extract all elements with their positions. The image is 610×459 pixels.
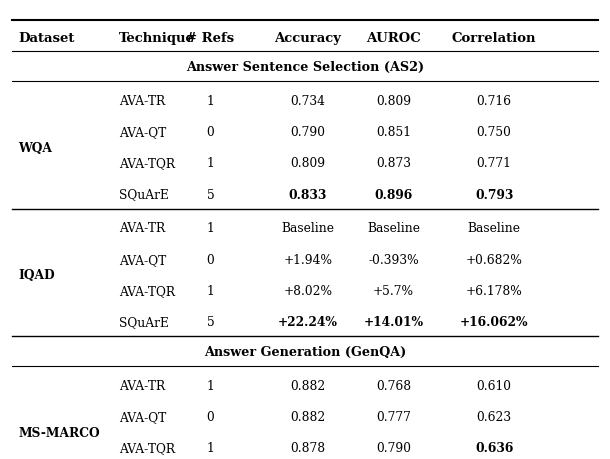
Text: 0.793: 0.793: [475, 188, 513, 201]
Text: 1: 1: [207, 442, 214, 454]
Text: 0.809: 0.809: [290, 157, 326, 170]
Text: IQAD: IQAD: [18, 269, 55, 282]
Text: AVA-QT: AVA-QT: [119, 410, 166, 423]
Text: +5.7%: +5.7%: [373, 284, 414, 297]
Text: Accuracy: Accuracy: [274, 32, 342, 45]
Text: 0.896: 0.896: [375, 188, 412, 201]
Text: 0: 0: [207, 126, 214, 139]
Text: 0.750: 0.750: [476, 126, 512, 139]
Text: Answer Generation (GenQA): Answer Generation (GenQA): [204, 346, 406, 358]
Text: Answer Sentence Selection (AS2): Answer Sentence Selection (AS2): [186, 61, 424, 74]
Text: 0.809: 0.809: [376, 95, 411, 107]
Text: # Refs: # Refs: [187, 32, 234, 45]
Text: 0.833: 0.833: [289, 188, 327, 201]
Text: Dataset: Dataset: [18, 32, 74, 45]
Text: 0.777: 0.777: [376, 410, 411, 423]
Text: Baseline: Baseline: [282, 222, 334, 235]
Text: 1: 1: [207, 95, 214, 107]
Text: 1: 1: [207, 157, 214, 170]
Text: +0.682%: +0.682%: [465, 253, 523, 266]
Text: AVA-TR: AVA-TR: [119, 222, 165, 235]
Text: 5: 5: [207, 315, 214, 329]
Text: SQuArE: SQuArE: [119, 315, 169, 329]
Text: AUROC: AUROC: [366, 32, 421, 45]
Text: 0.734: 0.734: [290, 95, 326, 107]
Text: AVA-TR: AVA-TR: [119, 379, 165, 392]
Text: 0.882: 0.882: [290, 379, 326, 392]
Text: SQuArE: SQuArE: [119, 188, 169, 201]
Text: WQA: WQA: [18, 141, 52, 154]
Text: +16.062%: +16.062%: [460, 315, 528, 329]
Text: 1: 1: [207, 284, 214, 297]
Text: AVA-TQR: AVA-TQR: [119, 442, 175, 454]
Text: 0.882: 0.882: [290, 410, 326, 423]
Text: 0.636: 0.636: [475, 442, 513, 454]
Text: AVA-QT: AVA-QT: [119, 253, 166, 266]
Text: +1.94%: +1.94%: [284, 253, 332, 266]
Text: 0.623: 0.623: [476, 410, 512, 423]
Text: +14.01%: +14.01%: [364, 315, 423, 329]
Text: 5: 5: [207, 188, 214, 201]
Text: Baseline: Baseline: [468, 222, 520, 235]
Text: 0.790: 0.790: [290, 126, 326, 139]
Text: 0.716: 0.716: [476, 95, 512, 107]
Text: Correlation: Correlation: [452, 32, 536, 45]
Text: 1: 1: [207, 222, 214, 235]
Text: AVA-TQR: AVA-TQR: [119, 284, 175, 297]
Text: MS-MARCO: MS-MARCO: [18, 426, 100, 439]
Text: AVA-TQR: AVA-TQR: [119, 157, 175, 170]
Text: Baseline: Baseline: [367, 222, 420, 235]
Text: Technique: Technique: [119, 32, 195, 45]
Text: 0: 0: [207, 253, 214, 266]
Text: +22.24%: +22.24%: [278, 315, 338, 329]
Text: AVA-TR: AVA-TR: [119, 95, 165, 107]
Text: 0.878: 0.878: [290, 442, 326, 454]
Text: 0.610: 0.610: [476, 379, 512, 392]
Text: 0.768: 0.768: [376, 379, 411, 392]
Text: 0.771: 0.771: [476, 157, 512, 170]
Text: AVA-QT: AVA-QT: [119, 126, 166, 139]
Text: +8.02%: +8.02%: [284, 284, 332, 297]
Text: -0.393%: -0.393%: [368, 253, 418, 266]
Text: +6.178%: +6.178%: [465, 284, 523, 297]
Text: 0.790: 0.790: [376, 442, 411, 454]
Text: 0: 0: [207, 410, 214, 423]
Text: 0.851: 0.851: [376, 126, 411, 139]
Text: 1: 1: [207, 379, 214, 392]
Text: 0.873: 0.873: [376, 157, 411, 170]
